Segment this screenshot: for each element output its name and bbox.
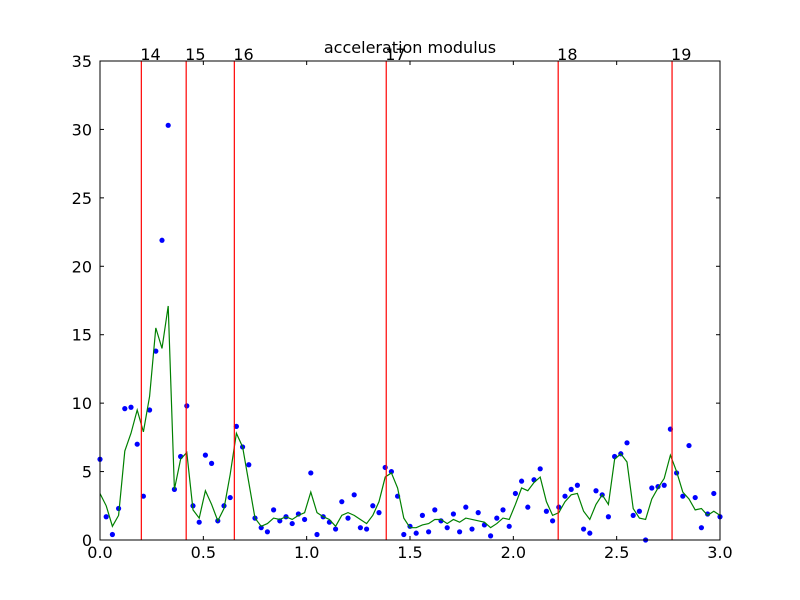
point <box>233 423 239 430</box>
point <box>550 518 556 524</box>
point <box>153 348 159 354</box>
point <box>388 468 394 475</box>
point <box>649 485 655 491</box>
marker-label: 14 <box>140 45 160 64</box>
point <box>562 493 568 499</box>
chart-title: acceleration modulus <box>324 38 496 57</box>
point <box>537 466 543 472</box>
y-tick-label: 20 <box>72 257 92 276</box>
point <box>134 441 140 447</box>
y-tick-label: 30 <box>72 120 92 139</box>
x-tick-label: 3.0 <box>707 543 732 562</box>
point <box>333 526 339 532</box>
point <box>196 519 202 525</box>
point <box>401 531 407 538</box>
marker-label: 17 <box>385 45 405 64</box>
point <box>165 122 171 128</box>
point <box>184 403 190 409</box>
point <box>463 504 469 510</box>
point <box>103 514 109 520</box>
point <box>128 404 134 410</box>
point <box>419 512 425 518</box>
point <box>426 529 432 535</box>
point <box>376 510 382 516</box>
x-tick-label: 2.0 <box>501 543 526 562</box>
point <box>475 510 481 516</box>
y-tick-label: 10 <box>72 394 92 413</box>
marker-label: 15 <box>185 45 205 64</box>
point <box>494 515 500 521</box>
point <box>469 526 475 532</box>
point <box>488 533 494 539</box>
point <box>202 452 208 458</box>
point <box>680 493 686 499</box>
x-tick-label: 0.5 <box>191 543 216 562</box>
x-tick-label: 0.0 <box>87 543 112 562</box>
y-tick-label: 15 <box>72 326 92 345</box>
line <box>99 305 721 529</box>
point <box>246 462 252 468</box>
point <box>264 529 270 535</box>
point <box>289 520 295 527</box>
marker-label: 18 <box>557 45 577 64</box>
y-tick-label: 35 <box>72 52 92 71</box>
point <box>636 508 643 514</box>
point <box>624 440 630 446</box>
point <box>308 470 314 476</box>
point <box>271 507 277 513</box>
point <box>630 512 636 518</box>
point <box>605 514 612 520</box>
point <box>122 406 128 412</box>
point <box>506 523 512 529</box>
point <box>525 504 531 510</box>
marker-label: 19 <box>671 45 691 64</box>
point <box>686 442 692 449</box>
point <box>314 531 320 538</box>
point <box>227 494 233 501</box>
point <box>593 488 599 494</box>
x-tick-label: 1.5 <box>397 543 422 562</box>
point <box>519 478 525 484</box>
marker-label: 16 <box>233 45 253 64</box>
point <box>413 530 419 536</box>
x-tick-label: 2.5 <box>604 543 629 562</box>
point <box>500 507 506 513</box>
point <box>698 525 705 531</box>
point <box>209 460 215 466</box>
point <box>457 529 463 535</box>
point <box>339 499 345 505</box>
y-tick-label: 25 <box>72 189 92 208</box>
point <box>543 508 550 514</box>
point <box>364 526 370 532</box>
point <box>512 490 519 497</box>
point <box>351 492 357 498</box>
point <box>345 515 351 521</box>
point <box>370 503 376 509</box>
plot-frame <box>99 60 721 541</box>
point <box>568 486 574 492</box>
point <box>357 525 363 531</box>
point <box>587 530 593 536</box>
point <box>692 494 698 501</box>
point <box>382 464 388 471</box>
point <box>147 407 153 413</box>
point <box>711 490 717 497</box>
point <box>450 511 456 517</box>
point <box>661 482 667 488</box>
point <box>159 237 165 243</box>
y-tick-label: 5 <box>82 463 92 482</box>
point <box>432 507 438 513</box>
point <box>109 531 115 538</box>
point <box>302 516 308 523</box>
point <box>574 482 581 488</box>
point <box>140 493 146 499</box>
point <box>705 511 711 517</box>
point <box>581 526 587 532</box>
y-tick-label: 0 <box>82 531 92 550</box>
point <box>444 525 450 531</box>
x-tick-label: 1.0 <box>294 543 319 562</box>
point <box>556 504 562 510</box>
